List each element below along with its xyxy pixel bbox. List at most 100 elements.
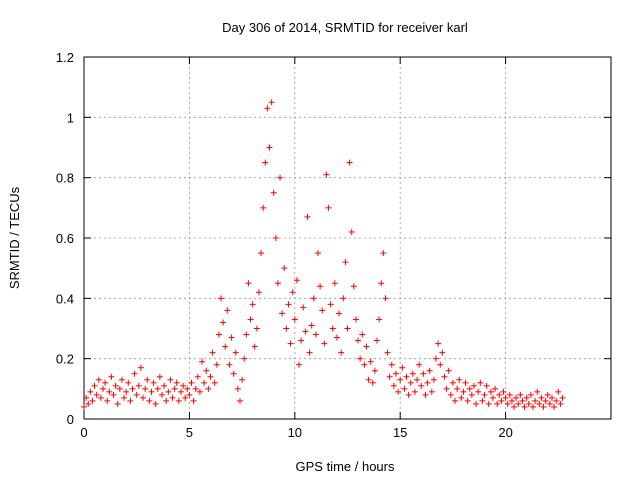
- data-point: [395, 388, 402, 395]
- data-point: [175, 397, 182, 404]
- data-point: [519, 397, 526, 404]
- y-axis-title: SRMTID / TECUs: [7, 186, 22, 289]
- data-point: [538, 394, 545, 401]
- data-point: [418, 382, 425, 389]
- data-point: [146, 397, 153, 404]
- data-point: [211, 379, 218, 386]
- data-point: [144, 376, 151, 383]
- data-point: [363, 343, 370, 350]
- data-point: [473, 400, 480, 407]
- data-point: [258, 250, 265, 257]
- data-point: [551, 403, 558, 410]
- data-point: [340, 295, 347, 302]
- data-point: [182, 394, 189, 401]
- data-point: [553, 397, 560, 404]
- data-point: [494, 400, 501, 407]
- data-point: [133, 391, 140, 398]
- data-point: [424, 379, 431, 386]
- data-point: [321, 340, 328, 347]
- data-point: [479, 397, 486, 404]
- x-tick-label: 0: [80, 425, 87, 440]
- data-point: [97, 394, 104, 401]
- data-point: [112, 382, 119, 389]
- data-point: [460, 388, 467, 395]
- data-point: [274, 280, 281, 287]
- data-point: [502, 394, 509, 401]
- y-tick-label: 0.4: [56, 291, 74, 306]
- data-point: [376, 316, 383, 323]
- data-point: [102, 379, 109, 386]
- data-point: [355, 337, 362, 344]
- data-point: [203, 367, 210, 374]
- y-tick-label: 1.2: [56, 50, 74, 65]
- data-point: [441, 373, 448, 380]
- data-point: [188, 379, 195, 386]
- data-point: [336, 310, 343, 317]
- data-point: [245, 280, 252, 287]
- data-point: [268, 99, 275, 106]
- data-point: [559, 394, 566, 401]
- data-point: [140, 394, 147, 401]
- data-point: [359, 331, 366, 338]
- plot-frame: [83, 56, 612, 420]
- data-point: [213, 361, 220, 368]
- data-point: [95, 376, 102, 383]
- data-point: [485, 400, 492, 407]
- data-point: [89, 397, 96, 404]
- data-point: [300, 304, 307, 311]
- data-point: [266, 144, 273, 151]
- data-point: [150, 379, 157, 386]
- x-axis-title: GPS time / hours: [296, 459, 395, 474]
- data-point: [504, 400, 511, 407]
- data-point: [304, 213, 311, 220]
- data-point: [500, 388, 507, 395]
- data-point: [454, 385, 461, 392]
- data-point: [277, 174, 284, 181]
- data-point: [173, 379, 180, 386]
- data-point: [199, 358, 206, 365]
- data-point: [369, 379, 376, 386]
- data-point: [511, 403, 518, 410]
- data-point: [135, 382, 142, 389]
- data-point: [118, 376, 125, 383]
- data-point: [405, 391, 412, 398]
- data-point: [194, 373, 201, 380]
- data-point: [403, 373, 410, 380]
- data-point: [536, 400, 543, 407]
- data-point: [264, 105, 271, 112]
- data-point: [540, 403, 547, 410]
- data-point: [350, 283, 357, 290]
- data-point: [255, 289, 262, 296]
- data-point: [342, 259, 349, 266]
- data-point: [371, 367, 378, 374]
- data-point: [180, 382, 187, 389]
- data-point: [201, 379, 208, 386]
- data-point: [532, 397, 539, 404]
- data-point: [515, 400, 522, 407]
- data-point: [542, 397, 549, 404]
- data-point: [224, 307, 231, 314]
- data-point: [498, 397, 505, 404]
- data-point: [154, 385, 161, 392]
- data-point: [401, 385, 408, 392]
- data-point: [411, 388, 418, 395]
- data-point: [329, 325, 336, 332]
- data-point: [93, 391, 100, 398]
- data-point: [546, 400, 553, 407]
- data-point: [83, 394, 90, 401]
- data-point: [331, 280, 338, 287]
- x-tick-label: 10: [288, 425, 302, 440]
- data-point: [205, 385, 212, 392]
- data-point: [378, 280, 385, 287]
- data-point: [249, 301, 256, 308]
- data-point: [447, 391, 454, 398]
- data-point: [302, 328, 309, 335]
- data-point: [306, 349, 313, 356]
- data-point: [308, 322, 315, 329]
- data-point: [544, 391, 551, 398]
- data-point: [127, 397, 134, 404]
- data-point: [464, 397, 471, 404]
- data-point: [85, 400, 92, 407]
- data-point: [81, 403, 87, 410]
- data-point: [449, 379, 456, 386]
